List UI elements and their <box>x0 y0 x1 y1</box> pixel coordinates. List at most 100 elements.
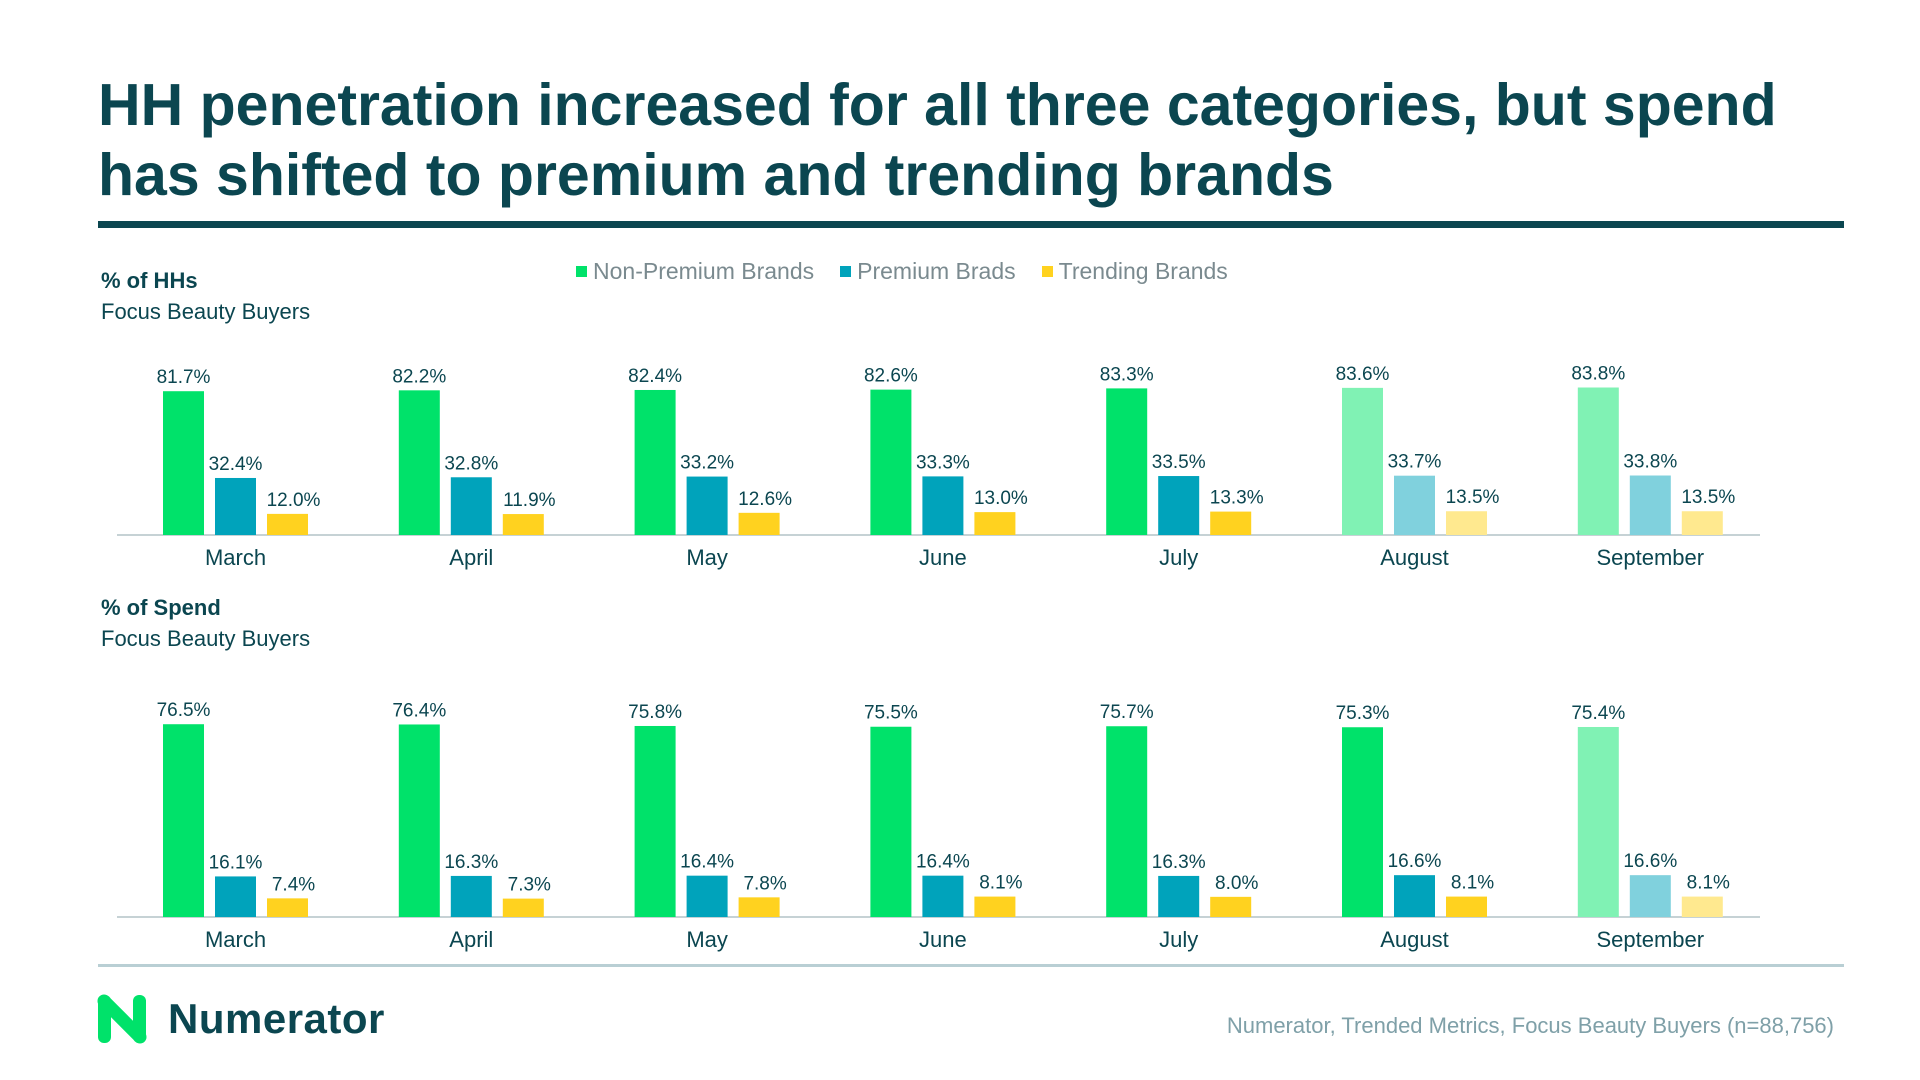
data-label-premium-brads-july: 16.3% <box>1152 852 1206 873</box>
bar-trending-brands-august <box>1446 511 1487 535</box>
bar-premium-brads-march <box>215 876 256 917</box>
hh-section-title: % of HHs <box>101 268 198 293</box>
legend-label-premium: Premium Brads <box>857 258 1016 284</box>
data-label-non-premium-brands-may: 75.8% <box>628 702 682 723</box>
bar-trending-brands-july <box>1210 896 1252 917</box>
bar-non-premium-brands-april <box>398 390 440 535</box>
bar-trending-brands-april <box>502 514 544 535</box>
bar-trending-brands-june <box>974 896 1016 917</box>
data-label-premium-brads-september: 16.6% <box>1623 851 1677 872</box>
bar-non-premium-brands-august <box>1342 387 1383 535</box>
bar-non-premium-brands-september <box>1577 726 1619 917</box>
legend-swatch-non-premium <box>576 266 587 277</box>
data-label-trending-brands-july: 13.3% <box>1210 488 1264 509</box>
data-label-premium-brads-september: 33.8% <box>1623 452 1677 473</box>
data-label-non-premium-brands-july: 83.3% <box>1100 364 1154 385</box>
bar-non-premium-brands-april <box>398 724 440 917</box>
bar-premium-brads-august <box>1394 475 1435 535</box>
data-label-premium-brads-august: 33.7% <box>1388 452 1442 473</box>
bar-premium-brads-may <box>686 476 728 535</box>
bar-trending-brands-march <box>267 513 308 535</box>
bar-trending-brands-april <box>502 898 544 917</box>
data-label-premium-brads-april: 32.8% <box>444 453 498 474</box>
x-tick-label-april: April <box>449 927 493 952</box>
bar-premium-brads-may <box>686 875 728 917</box>
bar-non-premium-brands-march <box>163 724 204 917</box>
data-label-non-premium-brands-june: 82.6% <box>864 366 918 387</box>
bar-non-premium-brands-july <box>1106 726 1148 917</box>
numerator-logo-icon <box>97 994 147 1044</box>
bar-premium-brads-july <box>1158 875 1200 917</box>
bar-premium-brads-march <box>215 477 256 535</box>
bar-trending-brands-august <box>1446 896 1487 917</box>
data-label-non-premium-brands-march: 76.5% <box>157 700 211 721</box>
data-label-non-premium-brands-june: 75.5% <box>864 703 918 724</box>
spend-section-title: % of Spend <box>101 595 221 620</box>
data-label-premium-brads-august: 16.6% <box>1388 851 1442 872</box>
spend-section-subtitle: Focus Beauty Buyers <box>101 626 311 651</box>
source-note: Numerator, Trended Metrics, Focus Beauty… <box>1226 1013 1834 1038</box>
x-tick-label-may: May <box>686 545 728 570</box>
data-label-trending-brands-september: 13.5% <box>1681 487 1735 508</box>
data-label-premium-brads-march: 32.4% <box>209 454 263 475</box>
bar-premium-brads-september <box>1629 475 1671 535</box>
data-label-premium-brads-march: 16.1% <box>209 852 263 873</box>
bar-non-premium-brands-may <box>634 389 676 535</box>
page-title: HH penetration increased for all three c… <box>98 72 1777 208</box>
legend-item-non-premium: Non-Premium Brands <box>576 258 814 285</box>
data-label-trending-brands-may: 12.6% <box>738 489 792 510</box>
data-label-non-premium-brands-august: 75.3% <box>1336 703 1390 724</box>
data-label-non-premium-brands-september: 83.8% <box>1571 364 1625 385</box>
bar-non-premium-brands-july <box>1106 388 1148 535</box>
data-label-trending-brands-may: 7.8% <box>743 873 786 894</box>
data-label-premium-brads-june: 33.3% <box>916 452 970 473</box>
bar-non-premium-brands-august <box>1342 727 1383 917</box>
bar-trending-brands-july <box>1210 511 1252 535</box>
bar-premium-brads-april <box>450 477 492 535</box>
x-tick-label-august: August <box>1380 545 1449 570</box>
logo-wordmark: Numerator <box>168 995 385 1042</box>
x-tick-label-july: July <box>1159 545 1198 570</box>
bar-trending-brands-september <box>1681 511 1723 535</box>
data-label-non-premium-brands-april: 82.2% <box>392 366 446 387</box>
data-label-trending-brands-april: 7.3% <box>508 875 551 896</box>
legend-label-trending: Trending Brands <box>1058 258 1228 284</box>
data-label-trending-brands-august: 13.5% <box>1446 487 1500 508</box>
bar-non-premium-brands-september <box>1577 387 1619 535</box>
data-label-non-premium-brands-august: 83.6% <box>1336 364 1390 385</box>
data-label-premium-brads-may: 33.2% <box>680 453 734 474</box>
data-label-trending-brands-april: 11.9% <box>503 490 556 511</box>
data-label-trending-brands-march: 12.0% <box>267 490 321 511</box>
bar-premium-brads-april <box>450 875 492 917</box>
data-label-premium-brads-april: 16.3% <box>444 852 498 873</box>
bar-premium-brads-june <box>922 875 964 917</box>
data-label-non-premium-brands-april: 76.4% <box>392 700 446 721</box>
hh-bar-chart: 81.7% 32.4%12.0% March 82.2% 32.8%11.9% April… <box>117 364 1760 570</box>
data-label-premium-brads-may: 16.4% <box>680 852 734 873</box>
x-tick-label-july: July <box>1159 927 1198 952</box>
hh-section-subtitle: Focus Beauty Buyers <box>101 299 311 324</box>
data-label-non-premium-brands-may: 82.4% <box>628 366 682 387</box>
chart-legend: Non-Premium Brands Premium Brads Trendin… <box>576 258 1228 285</box>
numerator-logo: Numerator <box>96 993 385 1045</box>
bar-non-premium-brands-june <box>870 726 912 917</box>
bar-trending-brands-september <box>1681 896 1723 917</box>
legend-swatch-trending <box>1041 266 1053 277</box>
spend-bar-chart: 76.5% 16.1% 7.4% March 76.4% 16.3% 7.3% April 75… <box>117 700 1760 952</box>
x-tick-label-september: September <box>1596 927 1704 952</box>
bar-non-premium-brands-march <box>163 391 204 535</box>
legend-item-premium: Premium Brads <box>840 258 1016 285</box>
title-divider <box>98 221 1844 228</box>
bar-premium-brads-august <box>1394 875 1435 917</box>
x-tick-label-june: June <box>919 545 967 570</box>
data-label-premium-brads-june: 16.4% <box>916 852 970 873</box>
bar-non-premium-brands-may <box>634 725 676 917</box>
x-tick-label-april: April <box>449 545 493 570</box>
data-label-trending-brands-september: 8.1% <box>1687 873 1730 894</box>
data-label-non-premium-brands-march: 81.7% <box>157 367 211 388</box>
legend-label-non-premium: Non-Premium Brands <box>593 258 815 284</box>
bar-premium-brads-july <box>1158 476 1200 535</box>
bar-premium-brads-september <box>1629 875 1671 917</box>
data-label-trending-brands-march: 7.4% <box>272 874 315 895</box>
x-tick-label-march: March <box>205 545 266 570</box>
